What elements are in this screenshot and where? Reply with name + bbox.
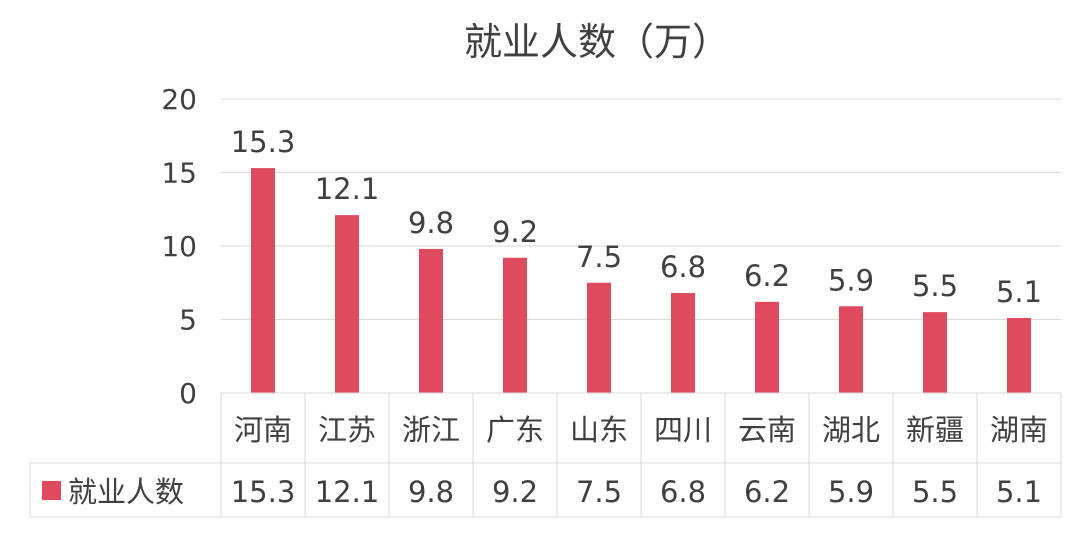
table-value: 5.9 bbox=[828, 475, 874, 509]
bar bbox=[839, 306, 863, 393]
table-value: 6.2 bbox=[744, 475, 790, 509]
chart-title: 就业人数（万） bbox=[464, 20, 730, 64]
y-tick-label: 5 bbox=[179, 304, 197, 337]
x-category-label: 广东 bbox=[486, 413, 544, 447]
table-value: 12.1 bbox=[315, 475, 380, 509]
table-value: 15.3 bbox=[231, 475, 296, 509]
y-tick-label: 0 bbox=[179, 377, 197, 410]
bars bbox=[251, 168, 1031, 393]
data-label: 9.2 bbox=[492, 215, 538, 249]
data-label: 5.9 bbox=[828, 263, 874, 297]
bar bbox=[1007, 318, 1031, 393]
y-tick-label: 15 bbox=[161, 157, 197, 190]
legend-swatch bbox=[42, 481, 61, 500]
data-table: 河南 15.3 江苏 12.1 浙江 9.8 广东 9.2 山东 7.5 四川 6.8 云南 6.2 湖北 5… bbox=[29, 392, 1062, 518]
table-value: 5.5 bbox=[912, 475, 958, 509]
bar bbox=[419, 248, 443, 393]
legend-label: 就业人数 bbox=[68, 475, 184, 509]
data-label: 15.3 bbox=[231, 125, 296, 159]
bar bbox=[251, 168, 275, 393]
table-value: 9.2 bbox=[492, 475, 538, 509]
bar bbox=[671, 293, 695, 393]
data-label: 9.8 bbox=[408, 206, 454, 240]
y-tick-label: 20 bbox=[161, 83, 197, 116]
x-category-label: 湖南 bbox=[990, 413, 1048, 447]
data-label: 5.5 bbox=[912, 269, 958, 303]
bar bbox=[923, 312, 947, 393]
data-labels: 15.3 12.1 9.8 9.2 7.5 6.8 6.2 5.9 5.5 5.1 bbox=[231, 125, 1042, 309]
x-category-label: 山东 bbox=[570, 413, 628, 447]
y-tick-label: 10 bbox=[161, 230, 197, 263]
data-label: 5.1 bbox=[996, 275, 1042, 309]
data-label: 6.8 bbox=[660, 250, 706, 284]
table-value: 6.8 bbox=[660, 475, 706, 509]
bar bbox=[755, 301, 779, 393]
x-category-label: 四川 bbox=[654, 413, 712, 447]
data-label: 12.1 bbox=[315, 172, 380, 206]
bar bbox=[335, 215, 359, 393]
bar bbox=[503, 257, 527, 393]
x-category-label: 云南 bbox=[738, 413, 796, 447]
table-value: 7.5 bbox=[576, 475, 622, 509]
y-axis: 0 5 10 15 20 bbox=[161, 83, 197, 410]
x-category-label: 江苏 bbox=[318, 413, 376, 447]
x-category-label: 新疆 bbox=[906, 413, 964, 447]
x-category-label: 河南 bbox=[234, 413, 292, 447]
data-label: 7.5 bbox=[576, 240, 622, 274]
table-value: 9.8 bbox=[408, 475, 454, 509]
bar bbox=[587, 282, 611, 393]
x-category-label: 浙江 bbox=[402, 413, 460, 447]
x-category-label: 湖北 bbox=[822, 413, 880, 447]
table-value: 5.1 bbox=[996, 475, 1042, 509]
data-label: 6.2 bbox=[744, 259, 790, 293]
